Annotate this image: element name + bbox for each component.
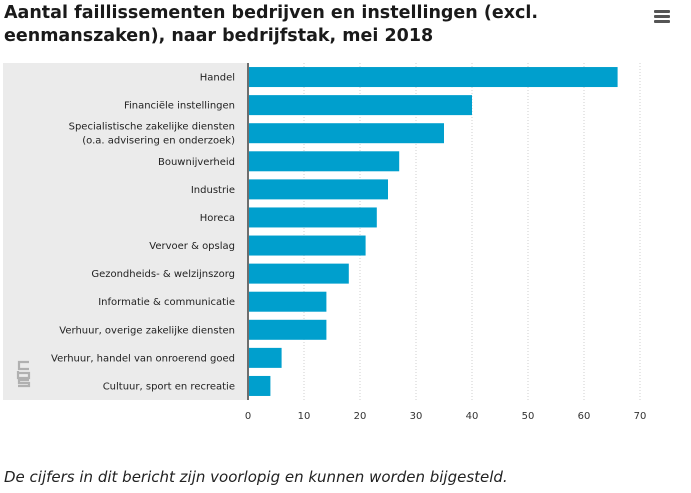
bar[interactable] <box>249 235 366 256</box>
bar[interactable] <box>249 375 271 396</box>
bar[interactable] <box>249 291 327 312</box>
category-label: Specialistische zakelijke diensten <box>69 122 235 133</box>
category-label: (o.a. advisering en onderzoek) <box>82 136 235 147</box>
category-label: Bouwnijverheid <box>158 157 235 168</box>
bar[interactable] <box>249 67 618 88</box>
cbs-logo-icon <box>16 360 31 388</box>
category-label: Verhuur, handel van onroerend goed <box>51 353 235 364</box>
bar[interactable] <box>249 207 377 228</box>
x-tick-label: 30 <box>410 411 423 422</box>
bar[interactable] <box>249 123 444 144</box>
x-tick-label: 20 <box>354 411 367 422</box>
x-tick-label: 10 <box>298 411 311 422</box>
bar[interactable] <box>249 151 400 172</box>
x-tick-label: 60 <box>578 411 591 422</box>
category-label: Industrie <box>191 185 235 196</box>
hamburger-menu-icon[interactable] <box>654 10 670 24</box>
category-label: Vervoer & opslag <box>149 241 235 252</box>
bar[interactable] <box>249 179 388 200</box>
category-label: Handel <box>200 73 235 84</box>
category-label: Verhuur, overige zakelijke diensten <box>59 325 235 336</box>
category-label: Financiële instellingen <box>124 101 235 112</box>
bar[interactable] <box>249 95 472 116</box>
category-label: Cultuur, sport en recreatie <box>103 381 235 392</box>
category-label: Informatie & communicatie <box>98 297 235 308</box>
footnote: De cijfers in dit bericht zijn voorlopig… <box>4 468 508 486</box>
bar[interactable] <box>249 263 349 284</box>
x-tick-label: 40 <box>466 411 479 422</box>
x-tick-label: 70 <box>634 411 647 422</box>
bar[interactable] <box>249 347 282 368</box>
category-label: Horeca <box>200 213 235 224</box>
x-tick-label: 0 <box>245 411 251 422</box>
x-tick-label: 50 <box>522 411 535 422</box>
chart-title: Aantal faillissementen bedrijven en inst… <box>4 3 539 46</box>
category-label-panel <box>3 63 249 400</box>
bar[interactable] <box>249 319 327 340</box>
category-label: Gezondheids- & welzijnszorg <box>91 269 235 280</box>
